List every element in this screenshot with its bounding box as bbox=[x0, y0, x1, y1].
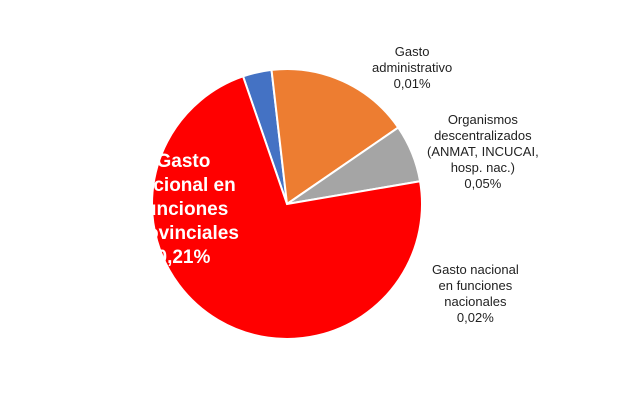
slice-name: Gasto nacional en funciones provinciales bbox=[128, 151, 239, 244]
slice-value: 0,21% bbox=[156, 247, 211, 268]
slice-value: 0,05% bbox=[464, 176, 502, 191]
slice-label-organismos-descentralizados: Organismos descentralizados (ANMAT, INCUCA… bbox=[427, 112, 539, 192]
slice-label-funciones-provinciales: Gasto nacional en funciones provinciales 0,… bbox=[128, 150, 239, 270]
pie-slices bbox=[151, 68, 423, 340]
slice-value: 0,01% bbox=[393, 76, 431, 91]
slice-name: Gasto nacional en funciones nacionales bbox=[432, 262, 519, 309]
slice-name: Organismos descentralizados (ANMAT, INCUCA… bbox=[427, 112, 539, 175]
slice-label-gasto-administrativo: Gasto administrativo 0,01% bbox=[372, 44, 452, 92]
slice-label-funciones-nacionales: Gasto nacional en funciones nacionales 0,0… bbox=[432, 262, 519, 326]
pie-slice-3 bbox=[151, 75, 423, 340]
pie-slice-1 bbox=[270, 68, 400, 206]
slice-value: 0,02% bbox=[456, 310, 494, 325]
slice-name: Gasto administrativo bbox=[372, 44, 453, 75]
